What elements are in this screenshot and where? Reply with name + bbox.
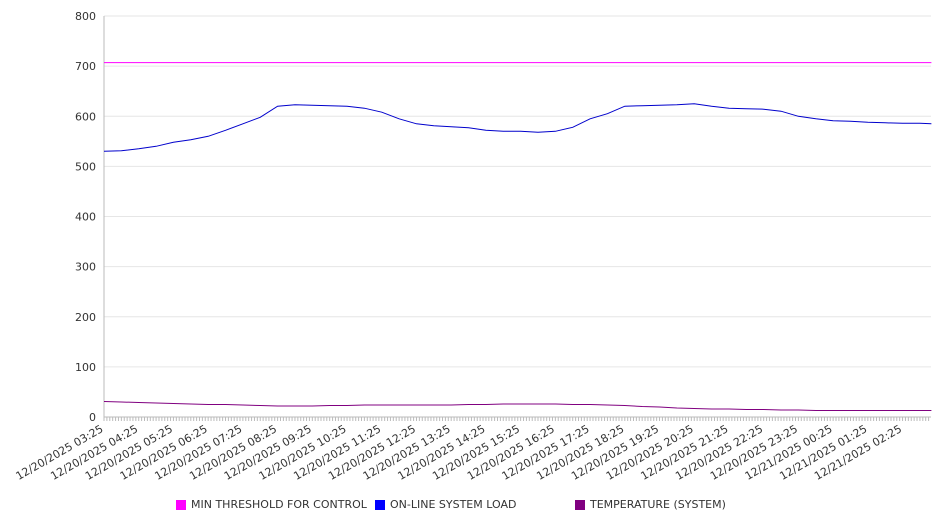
legend-item-min-threshold[interactable]: MIN THRESHOLD FOR CONTROL bbox=[176, 498, 367, 511]
legend-swatch bbox=[575, 499, 585, 510]
y-tick-label: 500 bbox=[75, 160, 96, 173]
series-system-load bbox=[103, 103, 932, 152]
legend-swatch bbox=[375, 499, 385, 510]
y-tick-label: 400 bbox=[75, 211, 96, 224]
y-tick-label: 200 bbox=[75, 311, 96, 324]
legend-label: TEMPERATURE (SYSTEM) bbox=[590, 498, 726, 511]
legend-swatch bbox=[176, 499, 186, 510]
y-tick-label: 700 bbox=[75, 60, 96, 73]
y-tick-label: 100 bbox=[75, 361, 96, 374]
legend-label: ON-LINE SYSTEM LOAD bbox=[390, 498, 517, 511]
legend-item-temperature[interactable]: TEMPERATURE (SYSTEM) bbox=[575, 498, 726, 511]
legend-item-system-load[interactable]: ON-LINE SYSTEM LOAD bbox=[375, 498, 516, 511]
chart-legend: MIN THRESHOLD FOR CONTROL ON-LINE SYSTEM… bbox=[0, 498, 946, 514]
series-temperature bbox=[103, 401, 932, 411]
y-tick-label: 600 bbox=[75, 110, 96, 123]
y-tick-label: 0 bbox=[89, 411, 96, 424]
legend-label: MIN THRESHOLD FOR CONTROL bbox=[191, 498, 367, 511]
y-tick-label: 800 bbox=[75, 10, 96, 23]
y-tick-label: 300 bbox=[75, 261, 96, 274]
